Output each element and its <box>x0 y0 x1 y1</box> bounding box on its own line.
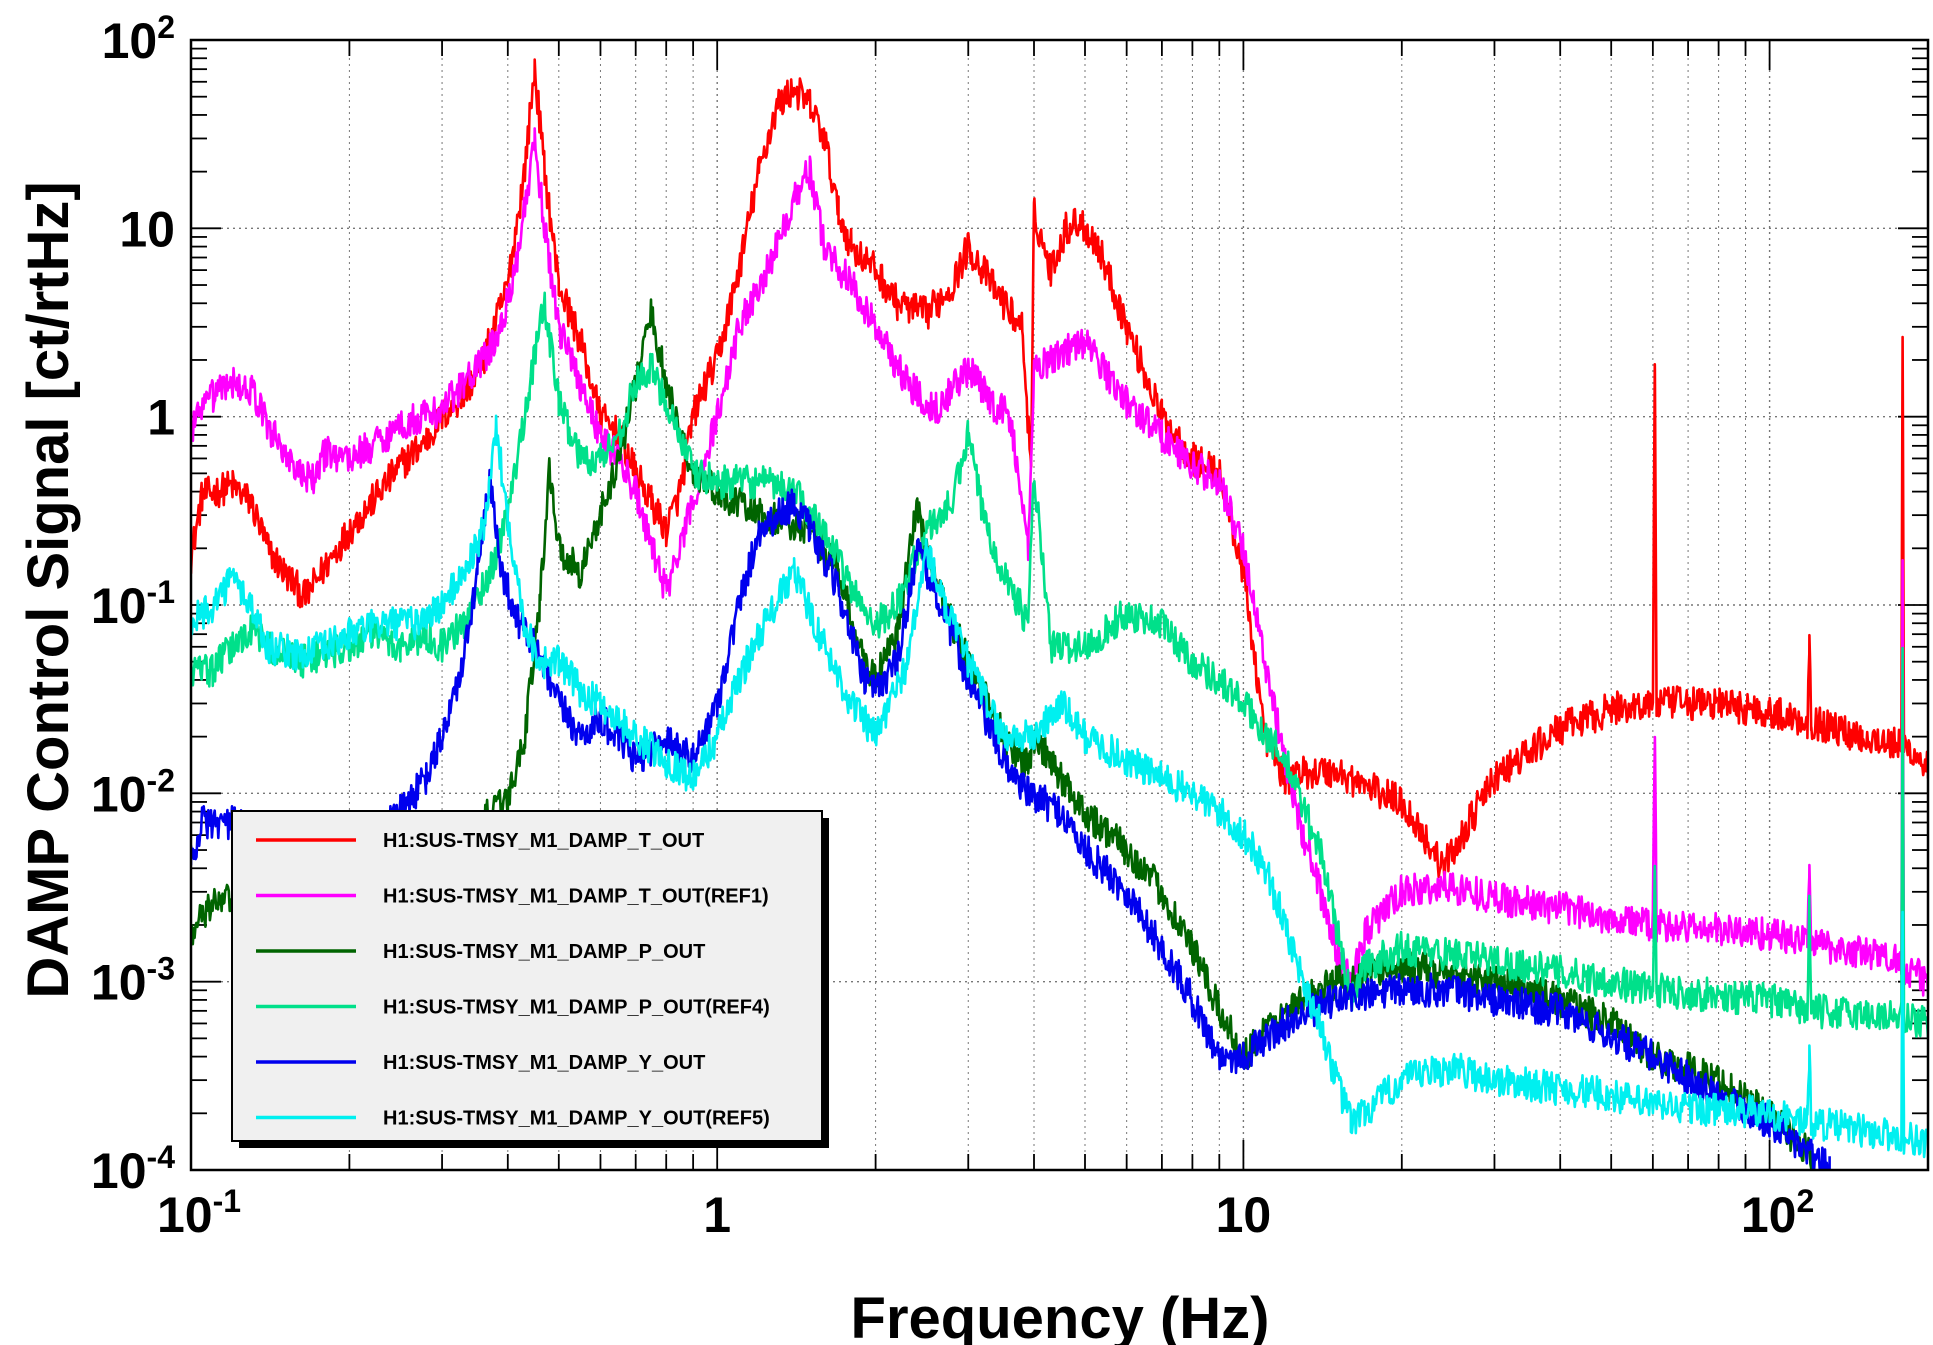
tick-label: 10 <box>1216 1187 1272 1243</box>
tick-label: 1 <box>147 390 175 446</box>
x-axis-title: Frequency (Hz) <box>851 1286 1270 1345</box>
tick-label: 10-4 <box>91 1139 175 1199</box>
series-line <box>191 291 1928 1039</box>
legend-box <box>231 810 823 1142</box>
legend-label: H1:SUS-TMSY_M1_DAMP_P_OUT <box>383 941 705 963</box>
legend-label: H1:SUS-TMSY_M1_DAMP_T_OUT <box>383 830 704 852</box>
plot-frame <box>189 38 1930 1172</box>
legend-label: H1:SUS-TMSY_M1_DAMP_P_OUT(REF4) <box>383 997 770 1019</box>
tick-label: 102 <box>1741 1183 1814 1243</box>
tick-label: 10-1 <box>91 574 175 634</box>
y-tick-labels: 102 10 1 10-1 10-2 10-3 10-4 <box>91 9 175 1199</box>
legend-label: H1:SUS-TMSY_M1_DAMP_Y_OUT <box>383 1052 705 1074</box>
legend-label: H1:SUS-TMSY_M1_DAMP_T_OUT(REF1) <box>383 886 769 908</box>
y-axis-title: DAMP Control Signal [ct/rtHz] <box>16 181 81 998</box>
legend-entries: H1:SUS-TMSY_M1_DAMP_T_OUT H1:SUS-TMSY_M1_… <box>256 830 770 1130</box>
x-tick-labels: 10-1 1 10 102 <box>157 1183 1814 1243</box>
legend: H1:SUS-TMSY_M1_DAMP_T_OUT H1:SUS-TMSY_M1_… <box>231 810 829 1148</box>
tick-label: 10 <box>119 201 175 257</box>
tick-label: 10-1 <box>157 1183 241 1243</box>
series-line <box>191 468 1831 1170</box>
legend-label: H1:SUS-TMSY_M1_DAMP_Y_OUT(REF5) <box>383 1108 770 1130</box>
tick-label: 102 <box>102 9 175 69</box>
series-line <box>191 414 1928 1159</box>
tick-label: 10-3 <box>91 951 175 1011</box>
tick-label: 1 <box>703 1187 731 1243</box>
series-line <box>191 127 1928 997</box>
tick-label: 10-2 <box>91 762 175 822</box>
